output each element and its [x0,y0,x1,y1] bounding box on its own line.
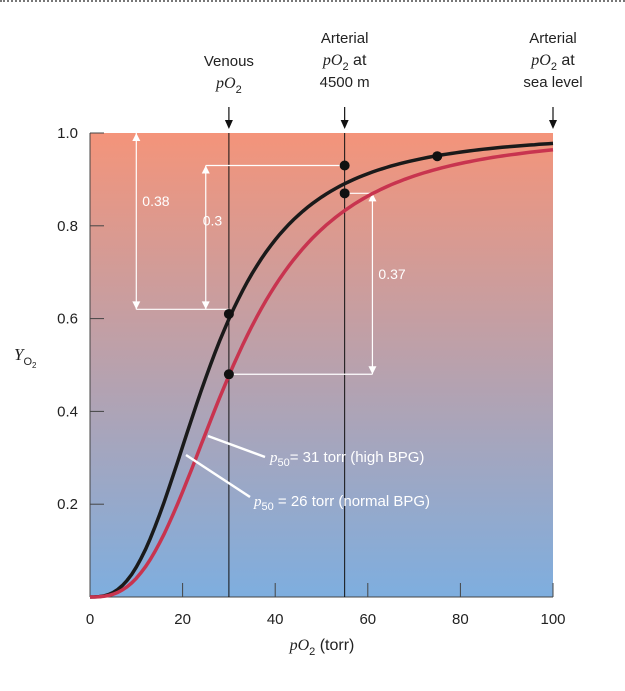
annotation-label: p50 = 26 torr (normal BPG) [253,493,430,513]
reference-arrow-head [224,120,233,129]
data-points [223,151,443,380]
annotation-leader [185,453,251,499]
reference-label-line: pO2 at [322,52,367,73]
top-dotted-border [0,0,625,3]
data-point [223,308,234,319]
x-tick-label: 20 [174,611,191,628]
reference-arrow-head [340,120,349,129]
y-tick-label: 0.2 [57,496,78,513]
x-tick-label: 80 [452,611,469,628]
bracket-arrow-head [368,193,377,202]
reference-arrow-head [549,120,557,129]
bracket-arrow-head [368,366,377,375]
y-tick-label: 1.0 [57,125,78,142]
x-tick-label: 0 [86,611,94,628]
reference-label-line: pO2 [215,75,242,96]
y-tick-label: 0.6 [57,311,78,328]
reference-label-line: sea level [523,74,582,91]
reference-label-line: Arterial [529,30,577,47]
data-point [432,151,443,162]
data-point [223,369,234,380]
bracket-arrow-head [132,133,141,141]
axes: 0.2 0.4 0.6 0.8 1.0 0 20 40 60 80 100 pO2 (torr) YO2 [14,125,566,658]
y-tick-label: 0.8 [57,218,78,235]
curve-normal-bpg [89,141,554,599]
data-point [339,188,350,199]
plot-background [90,133,553,597]
reference-label-line: Arterial [321,30,369,47]
reference-label-line: pO2 at [530,52,575,73]
y-tick-label: 0.4 [57,403,78,420]
bracket-arrow-head [132,301,141,310]
bracket-arrow-head [201,301,210,310]
data-point [339,160,350,171]
x-tick-label: 100 [540,611,565,628]
reference-label-line: 4500 m [320,74,370,91]
annotation-leader [207,434,266,459]
x-axis-label: pO2 (torr) [289,637,355,658]
brackets: 0.38 0.3 0.37 [132,133,406,375]
reference-label-line: Venous [204,53,254,70]
bracket-label: 0.37 [378,266,405,282]
x-tick-label: 60 [359,611,376,628]
bracket-arrow-head [201,165,210,174]
x-tick-label: 40 [267,611,284,628]
curves [89,141,554,599]
annotation-label: p50= 31 torr (high BPG) [269,449,424,469]
y-axis-label: YO2 [14,345,37,370]
curve-high-bpg [90,148,554,599]
bracket-label: 0.38 [142,193,169,209]
bracket-label: 0.3 [203,212,223,228]
